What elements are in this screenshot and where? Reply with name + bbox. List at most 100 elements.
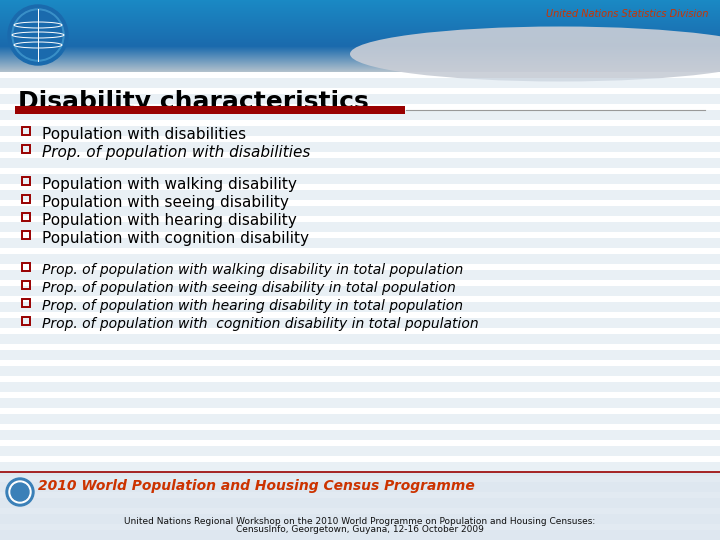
Bar [0,8,720,9]
Bar [0,18,720,19]
Circle shape [11,483,29,501]
Bar [0,0,720,1]
Bar [0,65,720,66]
Bar [0,26,720,27]
Bar [0,54,720,55]
Circle shape [9,481,31,503]
Bar [22,145,30,153]
Bar [0,366,720,376]
Circle shape [8,5,68,65]
Bar [22,263,30,271]
Bar [0,56,720,57]
Bar [22,299,30,307]
Bar [0,142,720,152]
Bar [0,21,720,22]
Bar [0,67,720,68]
Bar [0,318,720,328]
Bar [0,71,720,72]
Text: Prop. of population with hearing disability in total population: Prop. of population with hearing disabil… [42,299,463,313]
Bar [0,472,720,476]
Bar [0,94,720,104]
Bar [0,72,720,472]
Bar [0,33,720,34]
Bar [0,66,720,67]
Bar [15,106,405,114]
Bar [0,19,720,20]
Text: Prop. of population with seeing disability in total population: Prop. of population with seeing disabili… [42,281,456,295]
Bar [0,68,720,69]
Bar [0,62,720,63]
Bar [0,4,720,5]
Bar [0,414,720,424]
Text: United Nations Statistics Division: United Nations Statistics Division [546,9,708,19]
Bar [0,29,720,30]
Bar [0,50,720,51]
Bar [0,20,720,21]
Bar [0,472,720,540]
Ellipse shape [350,26,720,82]
Bar [0,48,720,49]
Bar [22,281,30,289]
Bar [0,42,720,43]
Text: Prop. of population with disabilities: Prop. of population with disabilities [42,145,310,160]
Bar [0,43,720,44]
Bar [0,58,720,59]
Bar [0,28,720,29]
Bar [0,63,720,64]
Bar [0,2,720,3]
Bar [0,22,720,23]
Bar [0,64,720,65]
Bar [0,55,720,56]
Bar [0,302,720,312]
Text: Prop. of population with walking disability in total population: Prop. of population with walking disabil… [42,263,463,277]
Bar [0,37,720,38]
Bar [0,41,720,42]
Bar [0,35,720,36]
Bar [0,6,720,7]
Bar [0,190,720,200]
Bar [0,5,720,6]
Bar [0,40,720,41]
Bar [0,14,720,15]
Bar [0,482,720,492]
Bar [0,57,720,58]
Bar [0,17,720,18]
Bar [0,51,720,52]
Bar [0,49,720,50]
Text: Prop. of population with  cognition disability in total population: Prop. of population with cognition disab… [42,317,479,331]
Bar [0,13,720,14]
Text: Disability characteristics: Disability characteristics [18,90,369,114]
Bar [22,231,30,239]
Bar [0,46,720,47]
Bar [0,12,720,13]
Bar [0,222,720,232]
Bar [0,23,720,24]
Bar [22,195,30,203]
Bar [0,9,720,10]
Bar [0,25,720,26]
Bar [0,30,720,31]
Bar [0,27,720,28]
Text: Population with walking disability: Population with walking disability [42,177,297,192]
Bar [0,286,720,296]
Bar [0,39,720,40]
Bar [0,45,720,46]
Bar [0,44,720,45]
Bar [0,446,720,456]
Bar [0,16,720,17]
Text: Population with hearing disability: Population with hearing disability [42,213,297,228]
Text: Population with cognition disability: Population with cognition disability [42,231,309,246]
Bar [22,177,30,185]
Bar [0,32,720,33]
Circle shape [12,9,64,61]
Bar [0,498,720,508]
Text: Population with disabilities: Population with disabilities [42,127,246,142]
Bar [0,38,720,39]
Bar [0,31,720,32]
Bar [0,110,720,120]
Bar [0,34,720,35]
Bar [0,47,720,48]
Bar [0,254,720,264]
Bar [0,334,720,344]
Bar [0,174,720,184]
